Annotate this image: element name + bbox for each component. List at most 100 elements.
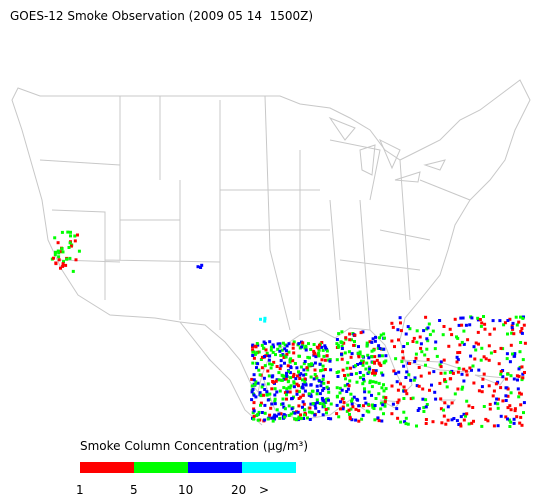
smoke-pixel: [491, 394, 495, 398]
smoke-pixel: [450, 333, 454, 337]
smoke-pixel: [513, 352, 517, 356]
smoke-pixel: [395, 407, 399, 411]
smoke-pixel: [408, 362, 412, 365]
smoke-pixel: [498, 319, 502, 323]
smoke-pixel: [354, 364, 358, 368]
smoke-pixel: [293, 362, 297, 365]
smoke-pixel: [513, 354, 517, 358]
smoke-pixel: [363, 396, 367, 400]
smoke-pixel: [252, 378, 256, 382]
smoke-pixel: [393, 345, 396, 349]
smoke-pixel: [286, 390, 290, 394]
smoke-pixel: [250, 390, 254, 394]
smoke-pixel: [364, 367, 368, 371]
smoke-pixel: [351, 405, 355, 409]
smoke-pixel: [391, 402, 395, 406]
colorbar-label: 20: [231, 483, 246, 497]
smoke-pixel: [372, 407, 376, 410]
smoke-pixel: [250, 398, 254, 402]
smoke-pixel: [460, 387, 464, 391]
smoke-pixel: [317, 354, 321, 358]
smoke-pixel: [501, 347, 505, 351]
smoke-pixel: [267, 358, 271, 362]
smoke-pixel: [324, 346, 328, 350]
smoke-pixel: [377, 392, 381, 396]
colorbar-segment: [188, 462, 242, 473]
smoke-pixel: [504, 377, 508, 381]
smoke-pixel: [287, 342, 291, 346]
smoke-pixel: [285, 344, 289, 348]
smoke-pixel: [446, 418, 450, 422]
smoke-pixel: [347, 350, 351, 354]
smoke-pixel: [283, 343, 287, 347]
smoke-pixel: [516, 387, 520, 391]
smoke-pixel: [320, 396, 324, 400]
smoke-pixel: [264, 348, 268, 352]
smoke-pixel: [361, 363, 365, 367]
smoke-pixel: [251, 348, 255, 352]
smoke-pixel: [280, 348, 284, 352]
smoke-pixel: [69, 234, 72, 238]
smoke-pixel: [282, 356, 286, 359]
smoke-pixel: [482, 355, 486, 359]
smoke-pixel: [300, 345, 304, 349]
smoke-pixel: [376, 416, 380, 420]
legend-title: Smoke Column Concentration (μg/m³): [80, 439, 308, 453]
smoke-pixel: [67, 246, 71, 249]
smoke-pixel: [409, 378, 413, 382]
smoke-pixel: [304, 372, 308, 376]
smoke-pixel: [266, 354, 270, 357]
smoke-pixel: [255, 342, 259, 345]
smoke-pixel: [370, 385, 374, 389]
smoke-pixel: [506, 394, 510, 398]
smoke-pixel: [390, 384, 394, 388]
smoke-pixel: [260, 385, 264, 389]
smoke-pixel: [328, 358, 332, 361]
smoke-pixel: [304, 382, 308, 386]
smoke-pixel: [306, 368, 310, 372]
smoke-pixel: [250, 384, 254, 388]
smoke-pixel: [299, 365, 303, 369]
smoke-pixel: [285, 397, 288, 401]
smoke-pixel: [402, 345, 406, 348]
smoke-pixel: [258, 391, 262, 395]
smoke-pixel: [374, 371, 377, 375]
smoke-pixel: [510, 326, 514, 330]
smoke-pixel: [272, 360, 276, 364]
smoke-pixel: [444, 380, 448, 384]
smoke-pixel: [297, 342, 301, 346]
smoke-pixel: [521, 372, 525, 376]
smoke-pixel: [277, 412, 281, 416]
smoke-pixel: [318, 392, 322, 396]
smoke-pixel: [294, 418, 298, 422]
smoke-pixel: [336, 343, 340, 347]
smoke-pixel: [73, 239, 77, 243]
smoke-pixel: [255, 351, 259, 355]
smoke-pixel: [361, 413, 365, 417]
smoke-pixel: [273, 397, 277, 401]
smoke-pixel: [428, 388, 431, 392]
smoke-pixel: [297, 370, 300, 374]
smoke-pixel: [292, 385, 296, 389]
smoke-pixel: [499, 370, 503, 374]
smoke-pixel: [425, 347, 429, 351]
smoke-pixel: [446, 405, 450, 409]
smoke-pixel: [285, 374, 289, 378]
smoke-pixel: [462, 329, 466, 333]
smoke-pixel: [508, 404, 512, 408]
smoke-pixel: [313, 404, 317, 407]
smoke-pixel: [411, 396, 415, 400]
smoke-pixel: [318, 402, 322, 405]
smoke-pixel: [319, 384, 323, 388]
smoke-pixel: [522, 401, 526, 405]
smoke-pixel: [484, 417, 488, 421]
smoke-pixel: [311, 402, 315, 406]
smoke-pixel: [263, 411, 267, 415]
smoke-pixel: [341, 405, 345, 409]
smoke-pixel: [509, 374, 513, 378]
smoke-pixel: [442, 414, 446, 418]
smoke-pixel: [478, 318, 482, 321]
smoke-pixel: [470, 316, 474, 320]
smoke-pixel: [322, 404, 326, 408]
smoke-pixel: [271, 343, 275, 347]
